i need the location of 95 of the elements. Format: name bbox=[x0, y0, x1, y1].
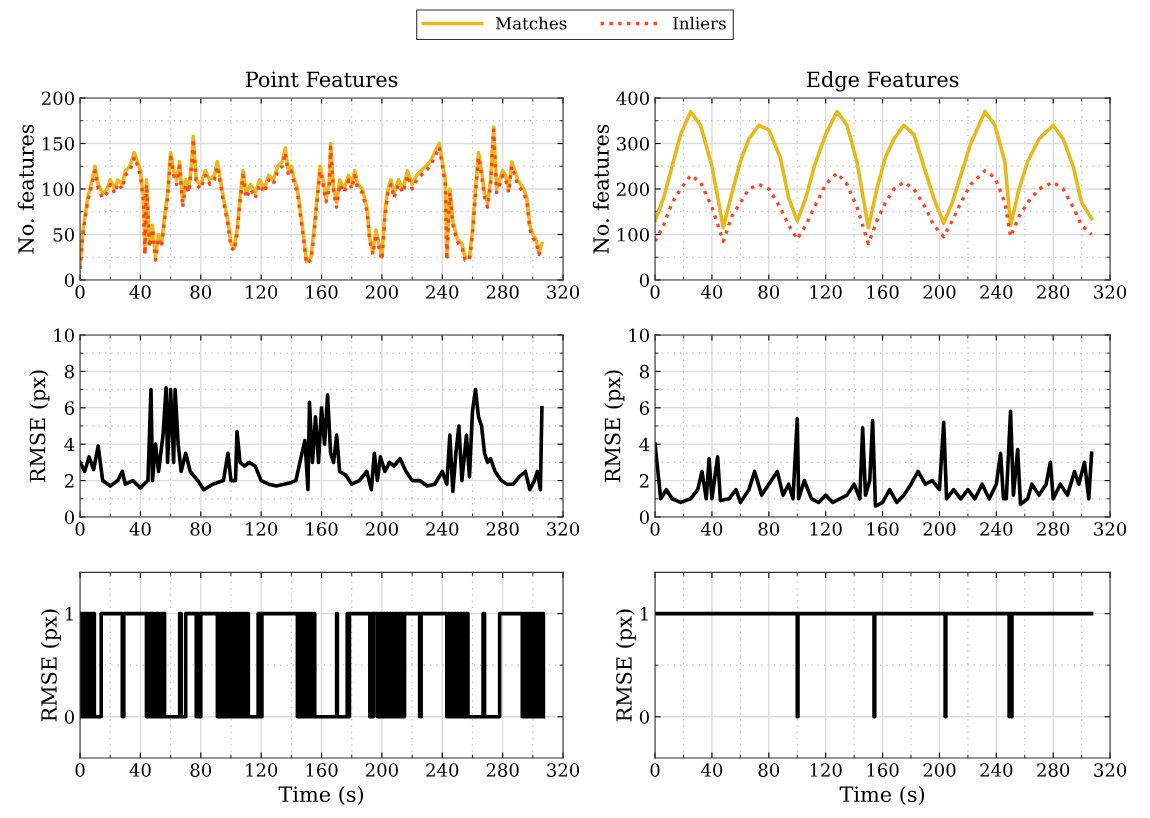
y-tick-label: 2 bbox=[639, 474, 649, 488]
y-tick-label: 10 bbox=[54, 328, 74, 343]
x-tick-label: 280 bbox=[1037, 763, 1070, 777]
y-tick-label: 150 bbox=[42, 136, 74, 151]
y-tick-label: 2 bbox=[64, 474, 74, 488]
x-tick-label: 120 bbox=[810, 763, 842, 777]
x-tick-label: 320 bbox=[1094, 763, 1127, 777]
y-tick-label: 300 bbox=[617, 136, 649, 151]
x-tick-label: 200 bbox=[365, 522, 398, 536]
x-tick-label: 0 bbox=[75, 763, 85, 777]
y-tick-label: 0 bbox=[639, 710, 649, 724]
x-tick-label: 320 bbox=[547, 763, 580, 777]
x-tick-label: 80 bbox=[190, 285, 212, 299]
x-tick-label: 280 bbox=[486, 763, 519, 777]
y-axis-title: RMSE (px) bbox=[29, 370, 50, 483]
y-axis-title: RMSE (px) bbox=[615, 609, 636, 722]
x-tick-label: 280 bbox=[1037, 285, 1070, 299]
x-tick-label: 280 bbox=[486, 285, 519, 299]
y-tick-label: 8 bbox=[639, 364, 649, 379]
y-tick-label: 4 bbox=[639, 437, 650, 452]
x-tick-label: 240 bbox=[980, 522, 1013, 536]
x-tick-label: 0 bbox=[650, 763, 660, 777]
y-tick-label: 4 bbox=[64, 437, 75, 452]
y-tick-label: 200 bbox=[616, 182, 649, 197]
x-tick-label: 120 bbox=[810, 285, 842, 299]
x-tick-label: 0 bbox=[650, 522, 660, 536]
x-tick-label: 200 bbox=[923, 763, 956, 777]
y-tick-label: 0 bbox=[64, 273, 74, 288]
x-tick-label: 200 bbox=[365, 763, 398, 777]
line-series bbox=[655, 109, 1094, 230]
x-tick-label: 160 bbox=[867, 522, 899, 536]
y-tick-label: 10 bbox=[629, 328, 649, 343]
x-axis-title: Time (s) bbox=[839, 785, 925, 806]
y-tick-label: 0 bbox=[64, 710, 74, 724]
x-tick-label: 80 bbox=[758, 522, 780, 536]
x-tick-label: 40 bbox=[700, 522, 723, 536]
y-tick-label: 8 bbox=[64, 364, 74, 379]
x-tick-label: 320 bbox=[547, 285, 580, 299]
x-tick-label: 40 bbox=[129, 285, 151, 299]
y-axis-title: No. features bbox=[17, 124, 34, 254]
x-tick-label: 0 bbox=[650, 285, 660, 299]
x-tick-label: 0 bbox=[75, 522, 85, 536]
x-tick-label: 160 bbox=[867, 763, 899, 777]
chart-title: Point Features bbox=[245, 71, 398, 88]
x-tick-label: 320 bbox=[1094, 522, 1127, 536]
x-tick-label: 80 bbox=[190, 522, 212, 536]
y-tick-label: 0 bbox=[64, 510, 74, 525]
chart-title: Edge Features bbox=[806, 71, 959, 92]
y-tick-label: 100 bbox=[617, 227, 649, 242]
x-tick-label: 120 bbox=[810, 522, 842, 536]
y-tick-label: 0 bbox=[639, 510, 649, 525]
y-tick-label: 6 bbox=[64, 401, 75, 415]
x-tick-label: 40 bbox=[129, 763, 151, 777]
y-tick-label: 50 bbox=[53, 227, 74, 242]
x-tick-label: 160 bbox=[867, 285, 899, 299]
y-tick-label: 200 bbox=[41, 91, 74, 106]
x-tick-label: 0 bbox=[75, 285, 85, 299]
x-tick-label: 240 bbox=[426, 763, 459, 777]
x-tick-label: 240 bbox=[426, 522, 459, 536]
y-axis-title: RMSE (px) bbox=[40, 609, 61, 722]
x-tick-label: 200 bbox=[923, 285, 956, 299]
y-tick-label: 0 bbox=[639, 273, 649, 288]
y-tick-label: 1 bbox=[65, 607, 73, 621]
x-tick-label: 160 bbox=[306, 763, 338, 777]
x-tick-label: 120 bbox=[246, 763, 278, 777]
line-series bbox=[80, 385, 544, 494]
x-tick-label: 320 bbox=[1094, 285, 1127, 299]
x-tick-label: 120 bbox=[246, 522, 278, 536]
y-axis-title: RMSE (px) bbox=[604, 370, 625, 483]
x-tick-label: 80 bbox=[758, 763, 780, 777]
x-tick-label: 40 bbox=[700, 763, 723, 777]
legend-label: Matches bbox=[495, 16, 567, 30]
x-tick-label: 280 bbox=[1037, 522, 1070, 536]
y-tick-label: 6 bbox=[639, 401, 650, 415]
x-tick-label: 80 bbox=[190, 763, 212, 777]
x-tick-label: 240 bbox=[980, 285, 1013, 299]
x-tick-label: 320 bbox=[547, 522, 580, 536]
y-axis-title: No. features bbox=[592, 124, 609, 254]
x-tick-label: 240 bbox=[980, 763, 1013, 777]
x-tick-label: 200 bbox=[923, 522, 956, 536]
line-series bbox=[655, 169, 1094, 246]
y-tick-label: 1 bbox=[640, 607, 648, 621]
legend-label: Inliers bbox=[673, 16, 726, 30]
x-tick-label: 240 bbox=[426, 285, 459, 299]
x-tick-label: 40 bbox=[129, 522, 151, 536]
x-tick-label: 160 bbox=[306, 522, 338, 536]
y-tick-label: 400 bbox=[616, 91, 649, 106]
y-tick-label: 100 bbox=[42, 182, 74, 197]
x-tick-label: 120 bbox=[246, 285, 278, 299]
x-tick-label: 200 bbox=[365, 285, 398, 299]
x-tick-label: 80 bbox=[758, 285, 780, 299]
x-tick-label: 280 bbox=[486, 522, 519, 536]
x-tick-label: 160 bbox=[306, 285, 338, 299]
x-axis-title: Time (s) bbox=[278, 785, 363, 806]
x-tick-label: 40 bbox=[700, 285, 723, 299]
